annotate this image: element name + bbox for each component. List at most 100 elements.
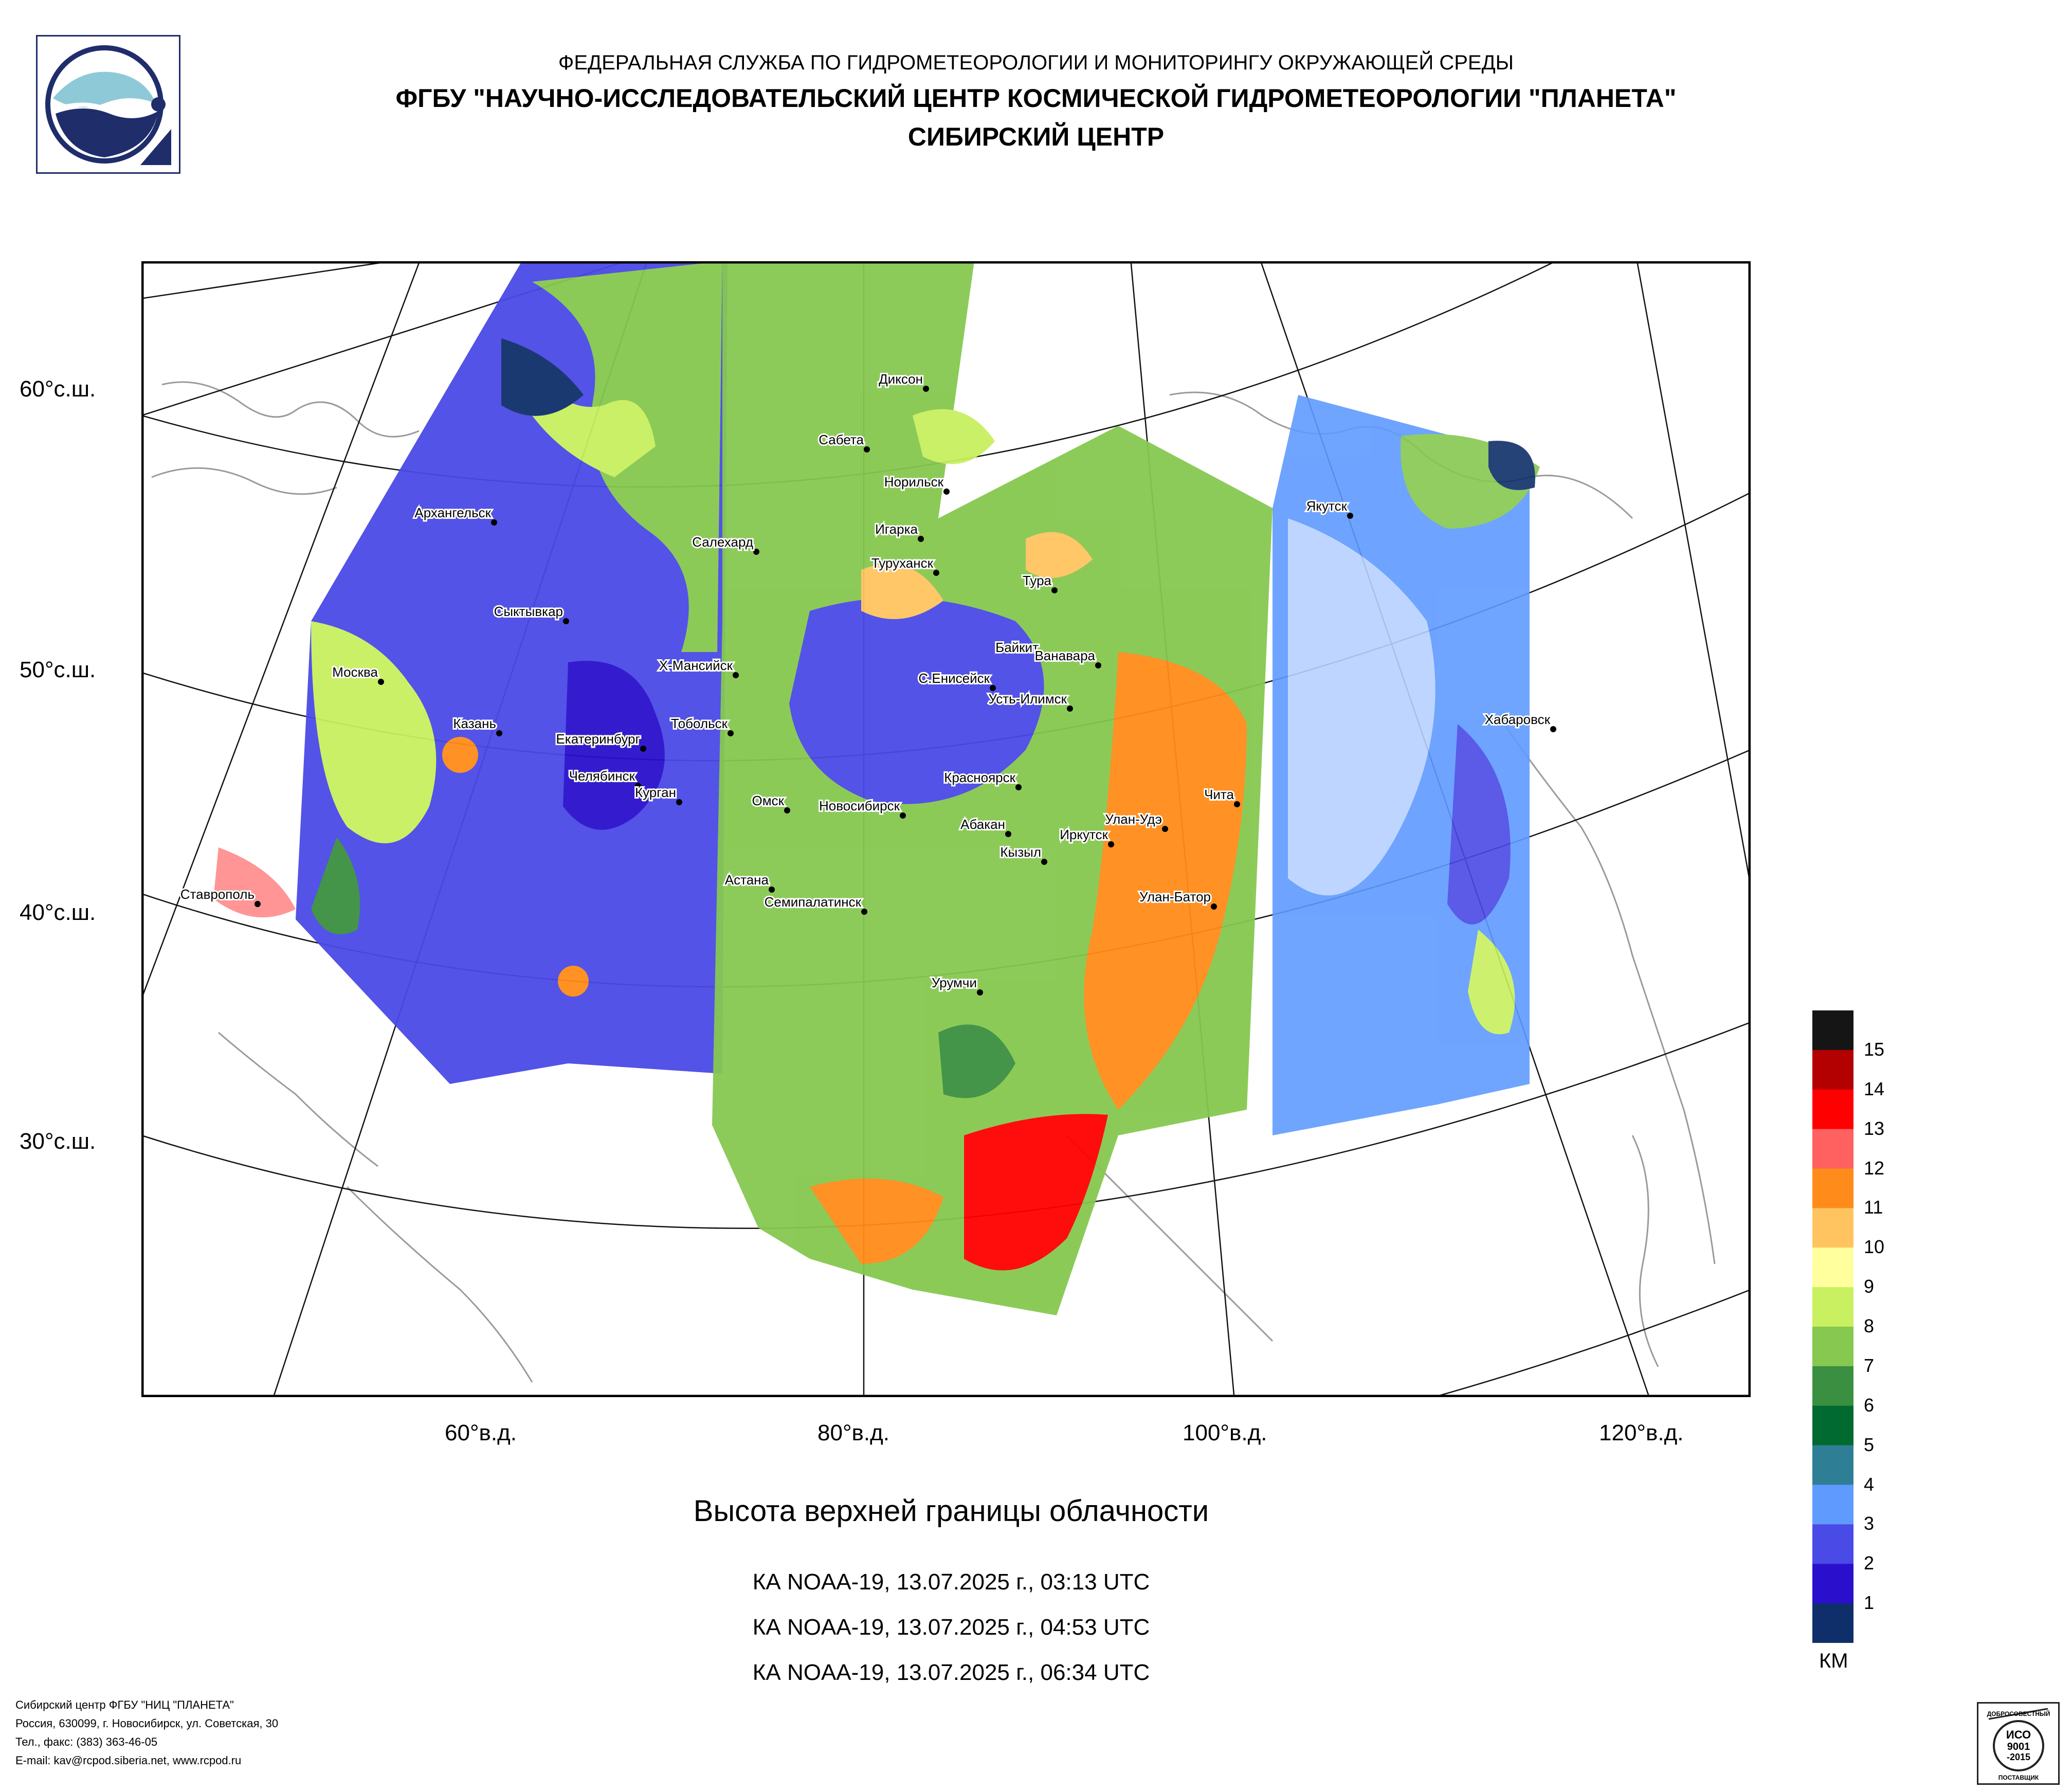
scale-label: 3 xyxy=(1864,1513,1875,1534)
scale-label: 14 xyxy=(1864,1078,1885,1099)
height-color-scale xyxy=(1812,1010,1853,1643)
scale-swatch xyxy=(1812,1089,1853,1130)
city-label: Сабета xyxy=(819,432,864,447)
city-label: С.Енисейск xyxy=(918,671,990,686)
scale-label: 2 xyxy=(1864,1552,1875,1574)
city-dot xyxy=(255,901,261,907)
city-label: Казань xyxy=(453,716,496,731)
scale-label: 4 xyxy=(1864,1473,1875,1495)
city-label: Усть-Илимск xyxy=(988,691,1067,707)
map-title: Высота верхней границы облачности xyxy=(693,1494,1209,1528)
satellite-swath-2 xyxy=(712,261,1273,1315)
city-label: Байкит xyxy=(995,640,1039,655)
city-label: Ставрополь xyxy=(180,887,255,902)
scale-label: 8 xyxy=(1864,1315,1875,1336)
city-dot xyxy=(977,989,983,996)
scale-label: 12 xyxy=(1864,1157,1885,1179)
footer-phone: Тел., факс: (383) 363-46-05 xyxy=(15,1735,158,1748)
height-unit: КМ xyxy=(1819,1650,1848,1672)
scale-swatch xyxy=(1812,1287,1853,1327)
city-dot xyxy=(1234,801,1240,807)
city-label: Салехард xyxy=(692,534,753,550)
scale-swatch xyxy=(1812,1168,1853,1208)
city-dot xyxy=(861,909,867,915)
scale-swatch xyxy=(1812,1366,1853,1406)
scale-swatch xyxy=(1812,1050,1853,1090)
city-dot xyxy=(491,519,497,526)
scale-label: 13 xyxy=(1864,1117,1885,1139)
city-dot xyxy=(640,746,646,752)
city-dot xyxy=(923,386,929,392)
scale-label: 10 xyxy=(1864,1236,1885,1258)
scale-swatch xyxy=(1812,1524,1853,1564)
city-dot xyxy=(990,685,996,691)
city-label: Хабаровск xyxy=(1485,712,1551,727)
city-dot xyxy=(1041,859,1047,865)
city-dot xyxy=(1162,826,1168,832)
city-label: Якутск xyxy=(1306,498,1348,514)
pass-1: КА NOAA-19, 13.07.2025 г., 03:13 UTC xyxy=(752,1569,1150,1595)
lat-label-50: 50°с.ш. xyxy=(20,657,96,682)
city-label: Екатеринбург xyxy=(556,731,640,747)
city-label: Курган xyxy=(635,785,676,800)
city-dot xyxy=(1108,841,1114,847)
header-agency: ФЕДЕРАЛЬНАЯ СЛУЖБА ПО ГИДРОМЕТЕОРОЛОГИИ … xyxy=(558,51,1514,74)
city-dot xyxy=(769,887,775,893)
footer-address: Россия, 630099, г. Новосибирск, ул. Сове… xyxy=(15,1717,279,1730)
iso-certificate-badge: ДОБРОСОВЕСТНЫЙ ИСО 9001 -2015 ПОСТАВЩИК xyxy=(1977,1702,2060,1785)
city-label: Сыктывкар xyxy=(494,604,563,619)
scale-label: 1 xyxy=(1864,1592,1875,1614)
city-dot xyxy=(1347,513,1353,519)
city-label: Ванавара xyxy=(1034,648,1095,663)
city-label: Астана xyxy=(725,872,769,888)
scale-label: 6 xyxy=(1864,1394,1875,1416)
city-markers: Диксон Сабета Норильск Игарка Туруханск Тура Я… xyxy=(179,370,1556,996)
city-dot xyxy=(918,536,924,542)
satellite-swath-3 xyxy=(1273,395,1540,1135)
city-dot xyxy=(733,672,739,678)
city-label: Улан-Удэ xyxy=(1105,811,1162,827)
lon-label-60: 60°в.д. xyxy=(445,1420,517,1445)
city-label: Х-Мансийск xyxy=(659,658,733,673)
city-label: Семипалатинск xyxy=(765,894,862,910)
footer-org: Сибирский центр ФГБУ "НИЦ "ПЛАНЕТА" xyxy=(15,1698,234,1711)
scale-swatch xyxy=(1812,1247,1853,1288)
city-dot xyxy=(943,489,950,495)
city-dot xyxy=(1039,654,1045,660)
city-dot xyxy=(1051,587,1058,593)
city-label: Чита xyxy=(1204,787,1234,802)
city-dot xyxy=(1015,784,1022,790)
city-label: Иркутск xyxy=(1060,827,1108,842)
scale-swatch xyxy=(1812,1445,1853,1485)
city-label: Норильск xyxy=(884,474,944,490)
iso-line1: ИСО xyxy=(2006,1728,2031,1741)
city-dot xyxy=(1550,726,1556,732)
scale-label: 15 xyxy=(1864,1038,1885,1060)
header-center: СИБИРСКИЙ ЦЕНТР xyxy=(907,122,1165,151)
lon-label-120: 120°в.д. xyxy=(1599,1420,1684,1445)
scale-swatch xyxy=(1812,1327,1853,1367)
footer-email: E-mail: kav@rcpod.siberia.net, www.rcpod… xyxy=(15,1754,242,1767)
lon-label-100: 100°в.д. xyxy=(1183,1420,1267,1445)
pass-3: КА NOAA-19, 13.07.2025 г., 06:34 UTC xyxy=(752,1660,1150,1685)
city-dot xyxy=(635,783,641,789)
city-dot xyxy=(1095,662,1101,668)
planeta-logo xyxy=(36,35,180,174)
city-dot xyxy=(676,799,682,805)
city-label: Тура xyxy=(1023,573,1052,588)
city-dot xyxy=(784,807,790,813)
city-label: Тобольск xyxy=(671,716,728,731)
pass-2: КА NOAA-19, 13.07.2025 г., 04:53 UTC xyxy=(752,1615,1150,1640)
city-dot xyxy=(378,679,384,685)
lat-label-30: 30°с.ш. xyxy=(20,1129,96,1154)
city-label: Архангельск xyxy=(414,505,491,520)
city-label: Москва xyxy=(332,664,378,680)
city-label: Челябинск xyxy=(569,768,635,784)
scale-swatch xyxy=(1812,1010,1853,1051)
city-label: Абакан xyxy=(960,817,1005,832)
city-dot xyxy=(900,812,906,819)
scale-swatch xyxy=(1812,1485,1853,1525)
scale-swatch xyxy=(1812,1564,1853,1604)
iso-line3: -2015 xyxy=(2007,1752,2030,1762)
lat-label-40: 40°с.ш. xyxy=(20,900,96,925)
